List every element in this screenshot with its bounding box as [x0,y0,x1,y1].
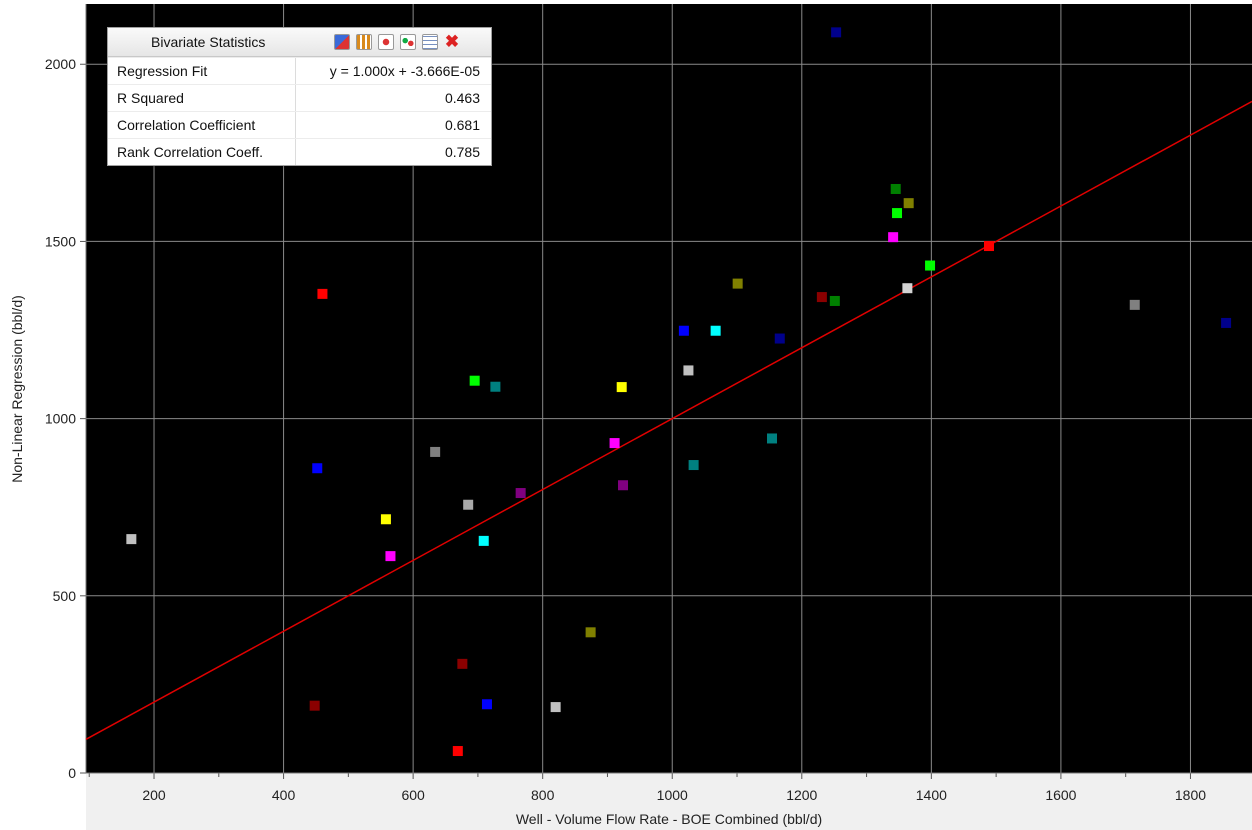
close-icon[interactable]: ✖ [444,32,460,51]
data-point[interactable] [618,480,629,491]
data-point[interactable] [312,463,323,474]
data-point[interactable] [430,446,441,457]
stats-value: 0.681 [444,117,480,133]
stats-panel-header: Bivariate Statistics ✖ [108,28,491,57]
data-point[interactable] [892,208,903,219]
stats-row-regression-fit: Regression Fit y = 1.000x + -3.666E-05 [108,57,491,84]
data-point[interactable] [609,438,620,449]
stats-row-r-squared: R Squared 0.463 [108,84,491,111]
data-point[interactable] [478,535,489,546]
stats-toolbar: ✖ [334,32,460,51]
data-point[interactable] [903,198,914,209]
data-point[interactable] [688,460,699,471]
stats-panel-title: Bivariate Statistics [151,34,266,50]
data-point[interactable] [463,499,474,510]
data-points [126,27,1232,757]
axis-ticks: 200 400 600 800 1000 1200 1400 1600 1800 0 500 1000… [45,4,1252,803]
stats-row-rank-correlation: Rank Correlation Coeff. 0.785 [108,138,491,165]
y-tick-label: 1000 [45,411,76,427]
data-point[interactable] [515,488,526,499]
copy-icon[interactable] [422,34,438,50]
data-point[interactable] [380,514,391,525]
y-tick-label: 500 [53,588,77,604]
x-tick-label: 800 [531,787,555,803]
data-point[interactable] [490,381,501,392]
data-point[interactable] [816,292,827,303]
y-tick-label: 0 [68,765,76,781]
data-point[interactable] [890,183,901,194]
stats-value: y = 1.000x + -3.666E-05 [329,63,480,79]
y-tick-label: 2000 [45,56,76,72]
data-point[interactable] [925,260,936,271]
y-axis-title: Non-Linear Regression (bbl/d) [9,295,25,483]
data-point[interactable] [550,702,561,713]
x-tick-label: 200 [142,787,166,803]
data-point[interactable] [385,551,396,562]
bivariate-statistics-panel[interactable]: Bivariate Statistics ✖ Regression Fit y … [107,27,492,166]
data-point[interactable] [829,295,840,306]
data-point[interactable] [902,283,913,294]
data-point[interactable] [309,700,320,711]
data-point[interactable] [317,288,328,299]
curve-fit-icon[interactable] [378,34,394,50]
data-point[interactable] [457,658,468,669]
data-point[interactable] [585,627,596,638]
data-point[interactable] [452,746,463,757]
data-point[interactable] [766,433,777,444]
data-point[interactable] [774,333,785,344]
data-point[interactable] [1129,299,1140,310]
data-point[interactable] [984,241,995,252]
stats-label: Regression Fit [108,58,296,84]
stats-label: Rank Correlation Coeff. [108,139,296,165]
data-point[interactable] [481,699,492,710]
data-point[interactable] [683,365,694,376]
x-tick-label: 600 [401,787,425,803]
scatter-icon[interactable] [400,34,416,50]
regression-line [85,100,1252,740]
x-tick-label: 1800 [1175,787,1206,803]
data-point[interactable] [1221,317,1232,328]
data-point[interactable] [831,27,842,38]
data-point[interactable] [126,534,137,545]
y-axis-area [0,0,86,773]
data-point[interactable] [732,278,743,289]
stats-value: 0.463 [444,90,480,106]
histogram-icon[interactable] [356,34,372,50]
stats-label: Correlation Coefficient [108,112,296,138]
data-point[interactable] [469,375,480,386]
x-tick-label: 1600 [1045,787,1076,803]
stats-row-correlation-coefficient: Correlation Coefficient 0.681 [108,111,491,138]
x-tick-label: 1400 [916,787,947,803]
x-axis-title: Well - Volume Flow Rate - BOE Combined (… [516,811,822,827]
x-axis-area [86,773,1252,830]
x-tick-label: 1000 [657,787,688,803]
report-icon[interactable] [334,34,350,50]
x-tick-label: 1200 [786,787,817,803]
data-point[interactable] [888,232,899,243]
data-point[interactable] [678,325,689,336]
y-tick-label: 1500 [45,233,76,249]
stats-value: 0.785 [444,144,480,160]
regression-line-layer [85,100,1252,740]
x-tick-label: 400 [272,787,296,803]
data-point[interactable] [616,382,627,393]
data-point[interactable] [710,325,721,336]
stats-label: R Squared [108,85,296,111]
